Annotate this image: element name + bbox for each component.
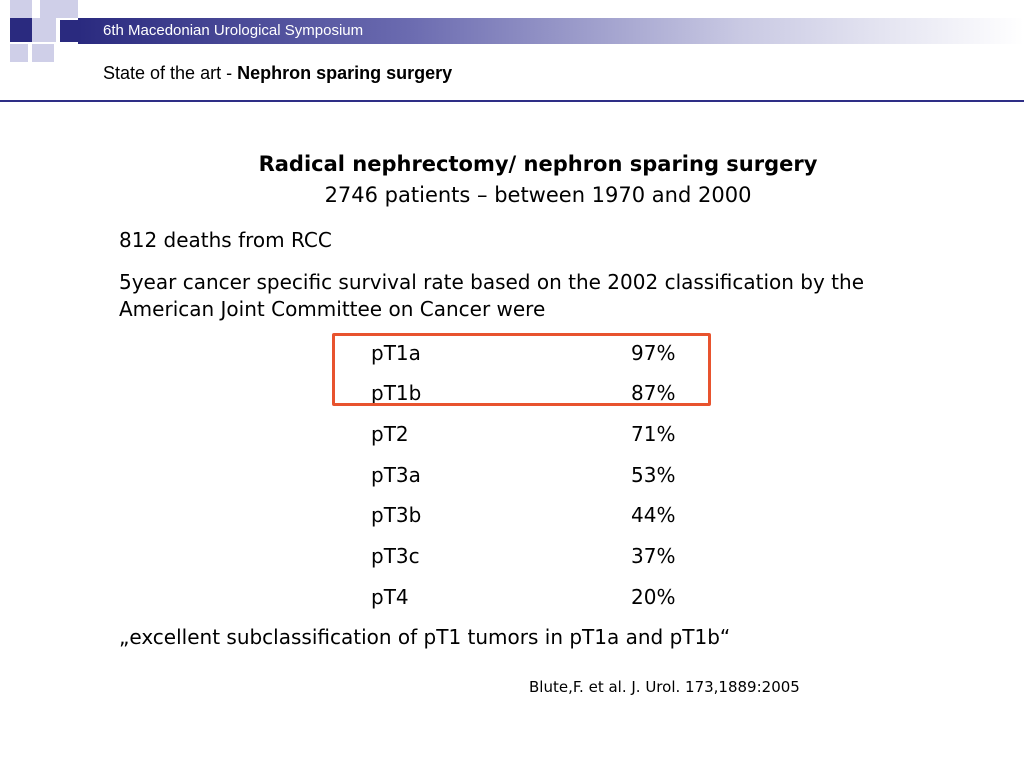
stage-label: pT2: [371, 422, 409, 446]
survival-row: pT2 71%: [0, 419, 1024, 449]
stage-label: pT4: [371, 585, 409, 609]
survival-row: pT1a 97%: [0, 338, 1024, 368]
survival-rate: 44%: [631, 503, 676, 527]
header-decoration-square: [10, 0, 32, 18]
slide-subtitle: State of the art - Nephron sparing surge…: [103, 62, 452, 84]
header-decoration-square: [32, 44, 54, 62]
deaths-statement: 812 deaths from RCC: [119, 228, 332, 252]
survival-row: pT3a 53%: [0, 460, 1024, 490]
header-decoration-square: [60, 20, 78, 42]
pt1-highlight-box: [332, 333, 711, 406]
stage-label: pT1a: [371, 341, 421, 365]
survival-rate: 71%: [631, 422, 676, 446]
header-decoration-square: [32, 18, 56, 42]
survival-row: pT4 20%: [0, 582, 1024, 612]
survival-intro: 5year cancer specific survival rate base…: [119, 270, 864, 321]
header-decoration-square: [60, 0, 78, 18]
quote-text: „excellent subclassification of pT1 tumo…: [119, 625, 731, 649]
header-decoration-square: [40, 0, 60, 18]
slide-title: Radical nephrectomy/ nephron sparing sur…: [258, 152, 818, 176]
survival-rate: 87%: [631, 381, 676, 405]
stage-label: pT3c: [371, 544, 420, 568]
survival-rate: 53%: [631, 463, 676, 487]
survival-row: pT1b 87%: [0, 378, 1024, 408]
stage-label: pT3b: [371, 503, 422, 527]
survival-row: pT3b 44%: [0, 500, 1024, 530]
stage-label: pT3a: [371, 463, 421, 487]
survival-rate: 37%: [631, 544, 676, 568]
header-divider: [0, 100, 1024, 102]
header-decoration-square: [10, 18, 32, 42]
symposium-title: 6th Macedonian Urological Symposium: [103, 22, 364, 39]
stage-label: pT1b: [371, 381, 422, 405]
survival-rate: 20%: [631, 585, 676, 609]
subtitle-topic: Nephron sparing surgery: [237, 63, 453, 83]
survival-rate: 97%: [631, 341, 676, 365]
subtitle-prefix: State of the art -: [103, 63, 238, 83]
survival-row: pT3c 37%: [0, 541, 1024, 571]
header-decoration-square: [10, 44, 28, 62]
citation-reference: Blute,F. et al. J. Urol. 173,1889:2005: [529, 678, 800, 696]
header-bar: [78, 18, 1024, 44]
slide-title-subline: 2746 patients – between 1970 and 2000: [324, 183, 752, 207]
